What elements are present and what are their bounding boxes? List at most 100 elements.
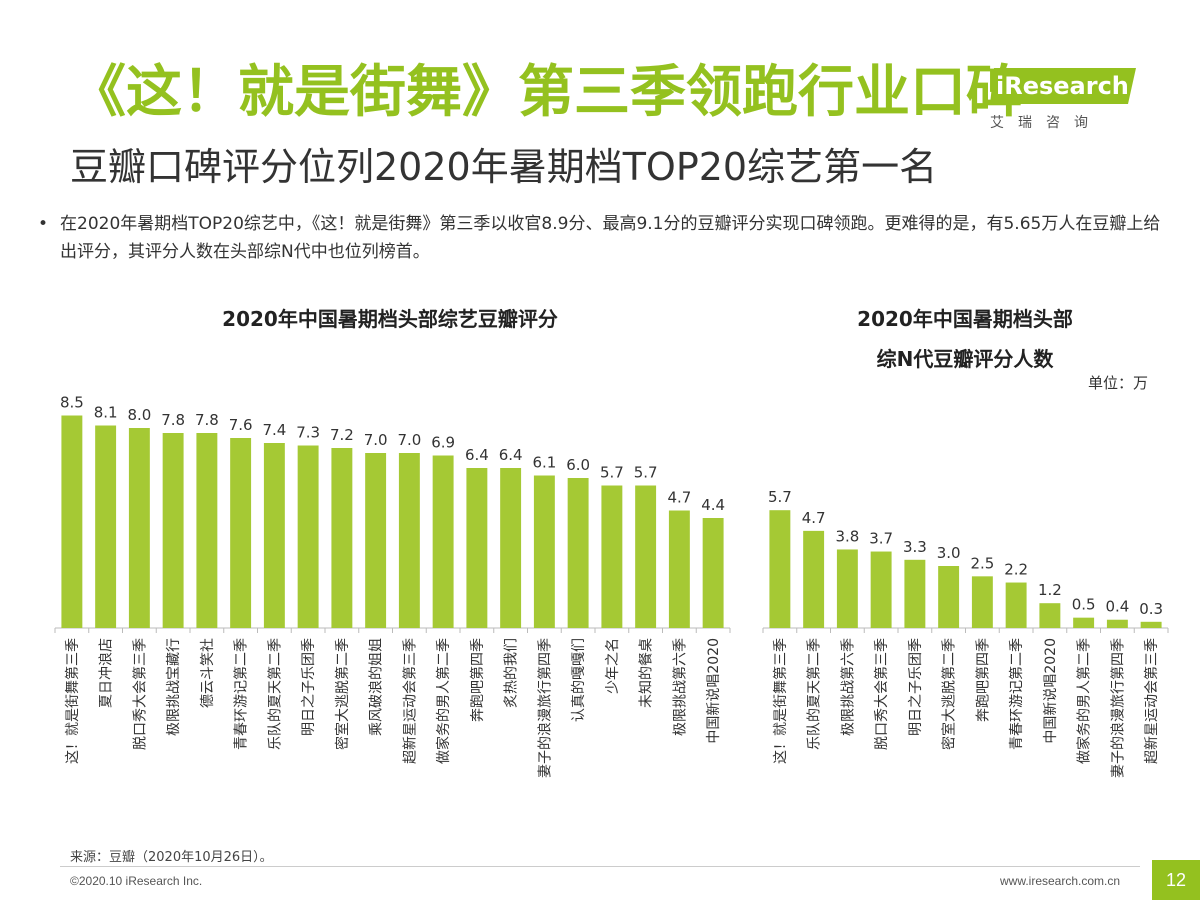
chart1-bar — [533, 475, 555, 628]
footer-website: www.iresearch.com.cn — [1000, 874, 1121, 888]
chart2-category-label: 密室大逃脱第二季 — [941, 638, 958, 750]
chart2-category-label: 奔跑吧第四季 — [974, 638, 991, 722]
chart1-value-label: 6.9 — [431, 434, 455, 452]
chart1-category-label: 认真的嘎嘎们 — [571, 638, 587, 722]
chart2-category-label: 脱口秀大会第三季 — [873, 638, 890, 750]
chart2-value-label: 3.3 — [903, 538, 927, 556]
chart1-bar — [230, 438, 252, 628]
chart1-value-label: 6.0 — [566, 456, 590, 474]
chart1-bar — [61, 415, 83, 628]
chart2-bar — [769, 510, 791, 628]
chart1-value-label: 8.0 — [127, 406, 151, 424]
chart1-value-label: 6.4 — [465, 446, 489, 464]
chart2-value-label: 0.4 — [1105, 598, 1129, 616]
logo-background — [990, 68, 1136, 104]
chart2-category-label: 乐队的夏天第二季 — [806, 638, 823, 750]
chart2-unit-label: 单位：万 — [1088, 374, 1149, 392]
chart2-value-label: 0.5 — [1072, 596, 1096, 614]
chart1-bar — [702, 518, 724, 628]
chart2-category-label: 青春环游记第二季 — [1008, 638, 1025, 750]
chart1-category-label: 乘风破浪的姐姐 — [369, 638, 385, 736]
chart1-category-label: 极限挑战第六季 — [671, 638, 688, 736]
chart2-value-label: 0.3 — [1139, 600, 1163, 618]
chart1-bar — [567, 478, 589, 628]
chart1-value-label: 7.6 — [229, 416, 253, 434]
chart1-category-label: 明日之子乐团季 — [301, 638, 317, 736]
chart2-category-label: 明日之子乐团季 — [908, 638, 924, 736]
chart2-value-label: 3.8 — [835, 527, 859, 545]
chart1-bar — [95, 425, 117, 628]
chart2-category-label: 中国新说唱2020 — [1043, 638, 1059, 744]
chart1-value-label: 8.1 — [94, 404, 118, 422]
summary-text: 在2020年暑期档TOP20综艺中，《这！就是街舞》第三季以收官8.9分、最高9… — [60, 214, 1161, 262]
chart2-value-label: 3.7 — [869, 530, 893, 548]
chart2-bar — [1073, 617, 1095, 628]
chart2-value-label: 1.2 — [1038, 581, 1062, 599]
chart2-bar — [904, 559, 926, 628]
chart2-bar — [971, 576, 993, 628]
chart2-title-line1: 2020年中国暑期档头部 — [857, 307, 1073, 331]
chart1-bar — [128, 428, 150, 628]
chart2-bar — [1005, 582, 1027, 628]
chart1-category-label: 中国新说唱2020 — [706, 638, 722, 744]
chart2-category-label: 做家务的男人第二季 — [1076, 638, 1093, 764]
chart1-category-label: 青春环游记第二季 — [233, 638, 250, 750]
chart1-category-label: 超新星运动会第三季 — [401, 638, 418, 764]
chart1-value-label: 7.0 — [364, 431, 388, 449]
footer-divider — [60, 866, 1140, 867]
chart2-value-label: 2.5 — [970, 554, 994, 572]
logo-text: iResearch — [996, 72, 1129, 100]
chart2-title-line2: 综N代豆瓣评分人数 — [876, 347, 1054, 371]
chart1-title: 2020年中国暑期档头部综艺豆瓣评分 — [222, 307, 558, 331]
chart2-category-label: 极限挑战第六季 — [839, 638, 856, 736]
chart2-value-label: 3.0 — [937, 544, 961, 562]
chart1-value-label: 6.4 — [499, 446, 523, 464]
chart2-value-label: 4.7 — [802, 509, 826, 527]
chart2-bar — [1140, 621, 1162, 628]
chart1-bar — [331, 448, 353, 628]
page-title: 《这！就是街舞》第三季领跑行业口碑 — [70, 60, 1022, 125]
chart1-value-label: 8.5 — [60, 394, 84, 412]
chart1-bar — [365, 453, 387, 628]
chart1-category-label: 密室大逃脱第二季 — [334, 638, 351, 750]
chart1-value-label: 7.3 — [296, 424, 320, 442]
page-number: 12 — [1166, 870, 1187, 890]
chart1-bar — [668, 510, 690, 628]
chart1-value-label: 4.7 — [667, 489, 691, 507]
chart1-category-label: 未知的餐桌 — [638, 638, 655, 708]
chart1-category-label: 德云斗笑社 — [200, 638, 216, 708]
chart1-value-label: 5.7 — [600, 464, 624, 482]
chart2-value-label: 5.7 — [768, 488, 792, 506]
chart1-value-label: 7.8 — [195, 411, 219, 429]
chart1-category-label: 妻子的浪漫旅行第四季 — [536, 638, 553, 778]
chart1-category-label: 夏日冲浪店 — [99, 638, 115, 708]
chart2-category-label: 这！就是街舞第三季 — [772, 638, 789, 764]
chart1-bar — [635, 485, 657, 628]
chart1-category-label: 奔跑吧第四季 — [469, 638, 486, 722]
chart2-bar — [1106, 619, 1128, 628]
source-note: 来源：豆瓣（2020年10月26日）。 — [70, 850, 273, 865]
chart1-value-label: 7.0 — [397, 431, 421, 449]
chart1-bar — [196, 433, 218, 628]
chart2-bar — [803, 530, 825, 628]
chart1-bar — [263, 443, 285, 628]
chart1-value-label: 7.2 — [330, 426, 354, 444]
chart1-category-label: 极限挑战宝藏行 — [166, 638, 182, 736]
chart1-category-label: 脱口秀大会第三季 — [131, 638, 148, 750]
chart1-value-label: 6.1 — [532, 454, 556, 472]
chart1-bar — [297, 445, 319, 628]
chart1-category-label: 炙热的我们 — [504, 638, 520, 708]
bullet-dot-icon: • — [38, 214, 49, 234]
chart1-category-label: 少年之名 — [605, 638, 621, 694]
chart1-bar — [398, 453, 420, 628]
page-subtitle: 豆瓣口碑评分位列2020年暑期档TOP20综艺第一名 — [70, 145, 938, 189]
chart2-bar — [870, 551, 892, 628]
chart1-value-label: 7.4 — [262, 421, 286, 439]
chart1-value-label: 7.8 — [161, 411, 185, 429]
iresearch-logo: iResearch 艾瑞咨询 — [990, 66, 1138, 131]
chart1-category-label: 这！就是街舞第三季 — [64, 638, 81, 764]
footer-copyright: ©2020.10 iResearch Inc. — [70, 874, 203, 888]
chart1-bar — [601, 485, 623, 628]
logo-cn-text: 艾瑞咨询 — [990, 115, 1102, 131]
